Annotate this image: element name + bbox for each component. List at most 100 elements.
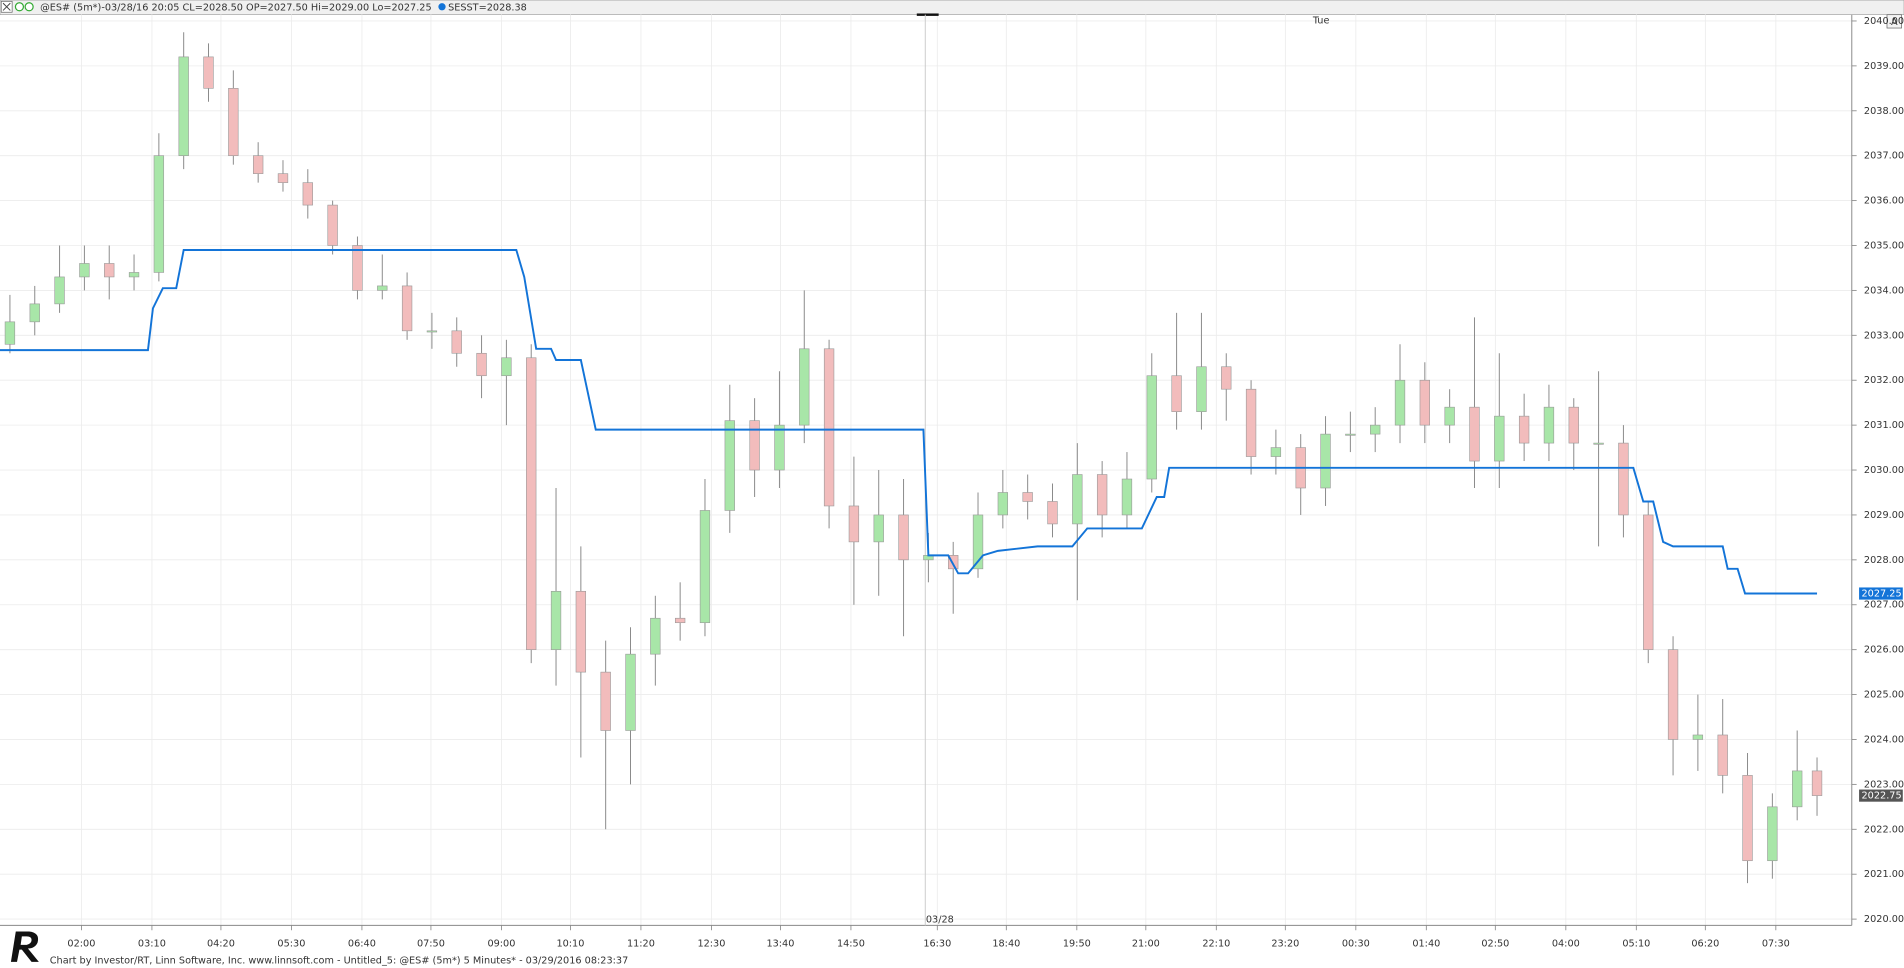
candle-body	[377, 285, 388, 291]
candle-body	[1469, 406, 1480, 462]
candle-body	[848, 505, 860, 543]
candle-body	[128, 272, 140, 278]
x-tick-label: 18:40	[992, 939, 1020, 950]
x-tick-label: 01:40	[1412, 939, 1440, 950]
candle-body	[1568, 406, 1579, 444]
x-tick-label: 00:30	[1342, 939, 1370, 950]
candle-body	[203, 56, 214, 89]
candle-body	[426, 330, 438, 333]
candle-body	[1444, 406, 1455, 426]
candle-body	[749, 420, 760, 471]
candle-body	[1811, 770, 1823, 796]
candle-body	[997, 492, 1009, 516]
candle-body	[799, 348, 810, 426]
status-icon	[24, 2, 34, 12]
header-title: @ES# (5m*)-03/28/16 20:05 CL=2028.50 OP=…	[40, 2, 432, 13]
x-tick-label: 19:50	[1063, 939, 1091, 950]
indicator-label: SESST=2028.38	[448, 2, 527, 13]
x-tick-label: 02:00	[67, 939, 95, 950]
candle-body	[476, 352, 487, 377]
x-tick-label: 05:30	[277, 939, 305, 950]
candle-body	[1667, 649, 1679, 740]
candle-body	[79, 263, 90, 278]
candle-body	[526, 357, 537, 650]
candle-body	[1146, 375, 1157, 480]
x-tick-label: 06:40	[348, 939, 376, 950]
y-tick-label: 2029.00	[1864, 510, 1904, 521]
y-tick-label: 2035.00	[1864, 241, 1904, 252]
indicator-line	[0, 249, 1818, 595]
x-tick-label: 13:40	[766, 939, 794, 950]
candle-body	[1345, 433, 1356, 436]
candle-body	[1072, 474, 1083, 525]
candle-body	[674, 617, 686, 624]
candle-body	[4, 321, 16, 345]
candle-body	[550, 590, 562, 650]
candle-body	[228, 88, 239, 156]
candle-body	[352, 245, 363, 291]
candle-body	[1221, 366, 1232, 390]
candle-body	[898, 514, 909, 561]
candle-body	[1543, 406, 1555, 444]
corner-button[interactable]	[1886, 14, 1902, 29]
candle-body	[1394, 379, 1406, 426]
candle-body	[625, 653, 636, 731]
y-tick-label: 2027.00	[1864, 600, 1904, 611]
price-marker-label: 2022.75	[1862, 791, 1902, 802]
candle-body	[650, 617, 661, 655]
x-tick-label: 14:50	[837, 939, 865, 950]
candle-body	[1742, 775, 1753, 862]
x-tick-label: 23:20	[1271, 939, 1299, 950]
y-tick-label: 2023.00	[1864, 779, 1904, 790]
candle-body	[1245, 388, 1257, 457]
candle-body	[1370, 424, 1381, 435]
candle-body	[948, 555, 959, 570]
candle-body	[724, 420, 735, 511]
close-icon	[2, 2, 11, 11]
x-tick-label: 16:30	[923, 939, 951, 950]
candle-body	[1270, 447, 1282, 457]
candle-body	[451, 330, 462, 354]
y-tick-label: 2037.00	[1864, 151, 1904, 162]
date-label: 03/28	[926, 914, 954, 925]
candle-body	[1047, 501, 1058, 525]
candle-body	[873, 514, 884, 543]
y-tick-label: 2028.00	[1864, 555, 1904, 566]
y-tick-label: 2020.00	[1864, 914, 1904, 925]
logo	[10, 931, 39, 962]
x-tick-label: 05:10	[1622, 939, 1650, 950]
y-tick-label: 2036.00	[1864, 196, 1904, 207]
candle-body	[600, 671, 611, 731]
y-tick-label: 2021.00	[1864, 869, 1904, 880]
price-marker	[1859, 587, 1903, 600]
corner-button-label[interactable]: A	[1891, 17, 1898, 28]
candle-body	[104, 263, 115, 278]
day-label: Tue	[1312, 16, 1330, 27]
x-tick-label: 11:20	[627, 939, 655, 950]
y-tick-label: 2030.00	[1864, 465, 1904, 476]
price-marker-label: 2027.25	[1862, 589, 1902, 600]
candle-body	[1121, 478, 1133, 516]
candle-body	[1717, 734, 1728, 776]
candle-body	[1792, 770, 1803, 808]
y-tick-label: 2032.00	[1864, 375, 1904, 386]
logo-mark	[10, 931, 39, 962]
y-tick-label: 2025.00	[1864, 690, 1904, 701]
candle-body	[1643, 514, 1654, 650]
x-tick-label: 10:10	[556, 939, 584, 950]
x-tick-label: 07:30	[1762, 939, 1790, 950]
candle-body	[327, 204, 338, 246]
status-icon	[14, 2, 25, 12]
footer: Chart by Investor/RT, Linn Software, Inc…	[50, 956, 628, 967]
indicator-dot	[438, 3, 446, 11]
x-tick-label: 03:10	[138, 939, 166, 950]
candle-body	[1618, 442, 1629, 516]
candle-body	[401, 285, 413, 332]
candle-body	[575, 590, 587, 673]
y-tick-label: 2022.00	[1864, 824, 1904, 835]
y-tick-label: 2024.00	[1864, 734, 1904, 745]
x-tick-label: 22:10	[1202, 939, 1230, 950]
candle-body	[1022, 492, 1033, 502]
